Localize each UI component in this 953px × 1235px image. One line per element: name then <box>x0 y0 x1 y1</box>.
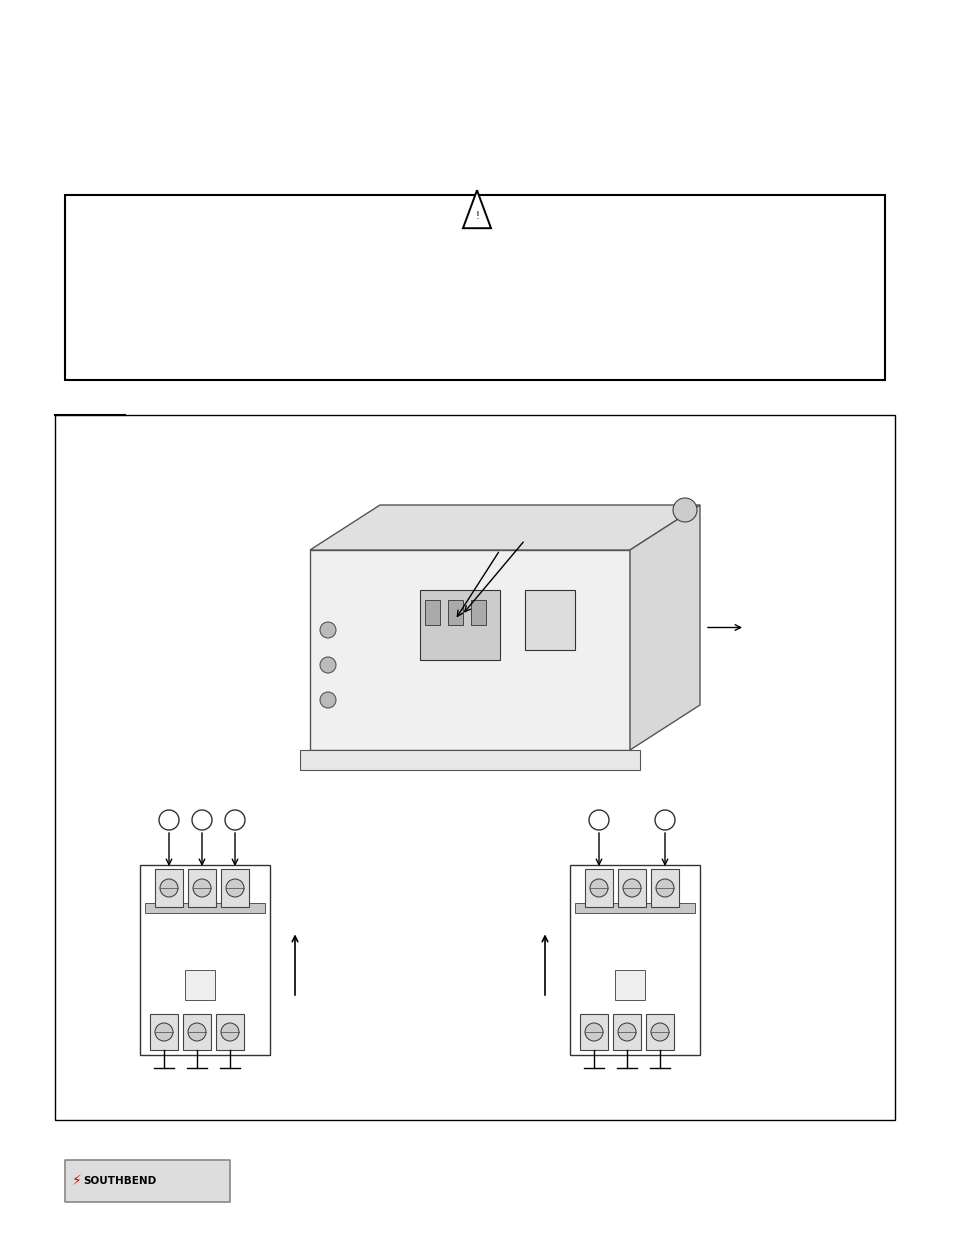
Bar <box>150 1014 178 1050</box>
Circle shape <box>319 657 335 673</box>
Bar <box>645 1014 673 1050</box>
Circle shape <box>160 879 178 897</box>
Circle shape <box>319 622 335 638</box>
Bar <box>650 869 679 906</box>
Circle shape <box>589 879 607 897</box>
Bar <box>65 195 884 380</box>
Bar <box>471 600 485 625</box>
Bar <box>569 864 700 1055</box>
Circle shape <box>319 692 335 708</box>
Polygon shape <box>629 505 700 750</box>
Bar <box>424 600 439 625</box>
Text: !: ! <box>475 211 478 221</box>
Bar <box>145 903 265 913</box>
Circle shape <box>192 810 212 830</box>
Bar <box>524 590 575 650</box>
Circle shape <box>588 810 608 830</box>
Circle shape <box>672 498 697 522</box>
Bar <box>613 1014 640 1050</box>
Circle shape <box>622 879 640 897</box>
Bar <box>154 869 183 906</box>
Circle shape <box>188 1023 206 1041</box>
Bar <box>584 869 613 906</box>
Text: ⚡: ⚡ <box>72 1174 82 1188</box>
Circle shape <box>154 1023 172 1041</box>
Bar <box>579 1014 607 1050</box>
Circle shape <box>159 810 179 830</box>
Bar <box>65 1160 230 1202</box>
Circle shape <box>221 1023 239 1041</box>
Circle shape <box>650 1023 668 1041</box>
Bar <box>618 869 645 906</box>
Circle shape <box>656 879 673 897</box>
Bar <box>575 903 695 913</box>
Bar <box>140 864 270 1055</box>
Bar <box>615 969 644 1000</box>
Bar <box>221 869 249 906</box>
Circle shape <box>225 810 245 830</box>
Bar <box>188 869 215 906</box>
Bar <box>185 969 214 1000</box>
Bar <box>419 590 499 659</box>
Polygon shape <box>462 190 491 228</box>
Text: SOUTHBEND: SOUTHBEND <box>83 1176 156 1186</box>
Bar <box>299 750 639 769</box>
Bar <box>183 1014 211 1050</box>
Circle shape <box>584 1023 602 1041</box>
Bar <box>55 415 894 1120</box>
Bar <box>448 600 462 625</box>
Circle shape <box>193 879 211 897</box>
Circle shape <box>618 1023 636 1041</box>
Circle shape <box>655 810 675 830</box>
Bar <box>310 550 629 750</box>
Circle shape <box>226 879 244 897</box>
Bar <box>215 1014 244 1050</box>
Polygon shape <box>310 505 700 550</box>
